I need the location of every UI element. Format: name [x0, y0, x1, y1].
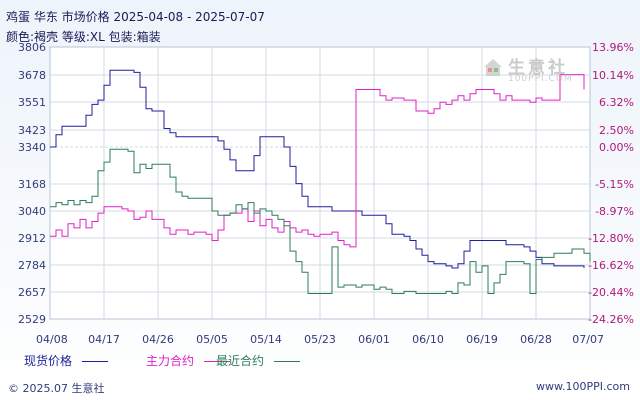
y-right-tick-label: -8.97% — [595, 205, 634, 218]
legend-nearest-contract: 最近合约 — [216, 352, 301, 369]
y-right-tick-label: -20.44% — [588, 286, 634, 299]
chart-subtitle: 颜色:褐壳 等级:XL 包装:箱装 — [6, 30, 161, 44]
x-tick-label: 07/07 — [572, 333, 604, 346]
watermark-url: 100PPI.COM — [508, 74, 573, 84]
chart-series — [50, 69, 591, 294]
y-right-tick-label: 0.00% — [599, 141, 634, 154]
x-tick-label: 04/17 — [88, 333, 120, 346]
x-tick-label: 06/28 — [520, 333, 552, 346]
x-tick-label: 05/23 — [304, 333, 336, 346]
y-left-tick-label: 2529 — [18, 313, 46, 326]
y-left-tick-label: 3678 — [18, 69, 46, 82]
watermark-logo: 生意社 100PPI.COM — [482, 52, 582, 92]
y-right-tick-label: 13.96% — [592, 41, 634, 54]
chart-grid — [49, 46, 591, 320]
footer-site-link[interactable]: www.100PPI.com — [536, 380, 630, 393]
x-tick-label: 05/14 — [250, 333, 282, 346]
x-tick-label: 06/10 — [412, 333, 444, 346]
axis-ticks: 3806 13.96% 3678 10.14% 3551 6.32% 3423 2.50% 33… — [18, 41, 634, 346]
y-left-tick-label: 2784 — [18, 259, 46, 272]
legend-label: 最近合约 — [216, 354, 265, 368]
y-left-tick-label: 2657 — [18, 286, 46, 299]
legend-main-contract: 主力合约 — [146, 352, 231, 369]
x-tick-label: 05/05 — [196, 333, 228, 346]
x-tick-label: 04/26 — [142, 333, 174, 346]
legend-swatch — [204, 361, 231, 362]
y-left-tick-label: 3551 — [18, 96, 46, 109]
legend-label: 主力合约 — [146, 354, 195, 368]
legend-swatch — [274, 361, 301, 362]
y-left-tick-label: 2912 — [18, 232, 46, 245]
y-right-tick-label: 10.14% — [592, 69, 634, 82]
y-left-tick-label: 3340 — [18, 141, 46, 154]
chart-title: 鸡蛋 华东 市场价格 2025-04-08 - 2025-07-07 — [6, 10, 265, 24]
y-right-tick-label: -24.26% — [588, 313, 634, 326]
footer-copyright: © 2025.07 生意社 — [8, 382, 105, 395]
y-left-tick-label: 3168 — [18, 178, 46, 191]
watermark-brand: 生意社 — [508, 58, 568, 78]
series-line — [50, 74, 585, 248]
series-line — [50, 148, 591, 294]
y-left-tick-label: 3040 — [18, 205, 46, 218]
series-line — [50, 69, 585, 269]
y-right-tick-label: -5.15% — [595, 178, 634, 191]
x-tick-label: 06/19 — [466, 333, 498, 346]
y-right-tick-label: -16.62% — [588, 259, 634, 272]
legend-swatch — [82, 361, 109, 362]
x-tick-label: 04/08 — [36, 333, 68, 346]
house-icon — [484, 59, 502, 76]
y-left-tick-label: 3806 — [18, 41, 46, 54]
y-right-tick-label: 2.50% — [599, 124, 634, 137]
y-left-tick-label: 3423 — [18, 124, 46, 137]
y-right-tick-label: -12.80% — [588, 232, 634, 245]
legend-spot-price: 现货价格 — [24, 352, 109, 369]
legend-label: 现货价格 — [24, 354, 73, 368]
y-right-tick-label: 6.32% — [599, 96, 634, 109]
x-tick-label: 06/01 — [358, 333, 390, 346]
